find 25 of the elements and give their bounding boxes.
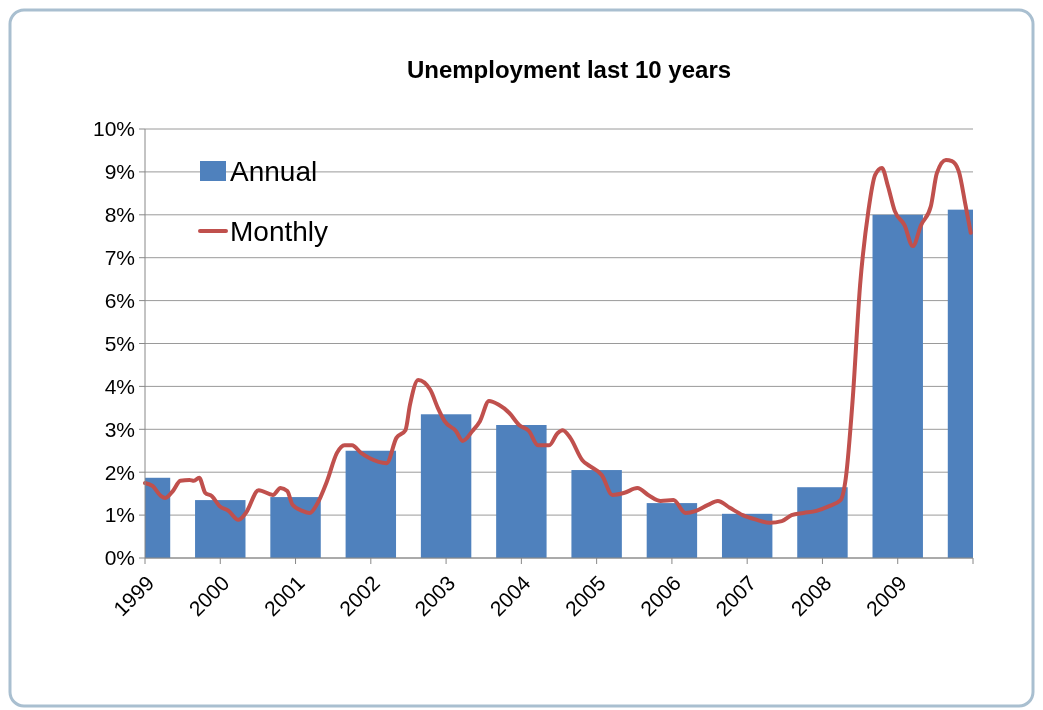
bar (195, 500, 246, 558)
bar (571, 470, 622, 558)
bar (721, 513, 773, 558)
bar (496, 425, 547, 558)
bar (646, 503, 698, 558)
y-tick-label: 8% (104, 203, 135, 227)
y-tick-label: 2% (104, 460, 135, 484)
y-tick-label: 6% (104, 288, 135, 312)
y-tick-label: 5% (104, 331, 135, 355)
y-tick-label: 4% (104, 374, 135, 398)
y-tick-label: 10% (92, 117, 135, 141)
legend-label: Annual (230, 155, 318, 187)
bar (872, 214, 923, 558)
bar (345, 450, 397, 558)
chart-title: Unemployment last 10 years (406, 56, 732, 83)
bar (797, 487, 848, 558)
legend-label: Monthly (230, 215, 329, 247)
y-tick-label: 9% (104, 160, 135, 184)
bar (270, 497, 321, 558)
bar (420, 414, 472, 558)
line-series (143, 157, 973, 525)
y-tick-label: 0% (104, 546, 135, 570)
y-tick-label: 1% (104, 503, 135, 527)
y-tick-label: 3% (104, 417, 135, 441)
y-tick-label: 7% (104, 246, 135, 270)
